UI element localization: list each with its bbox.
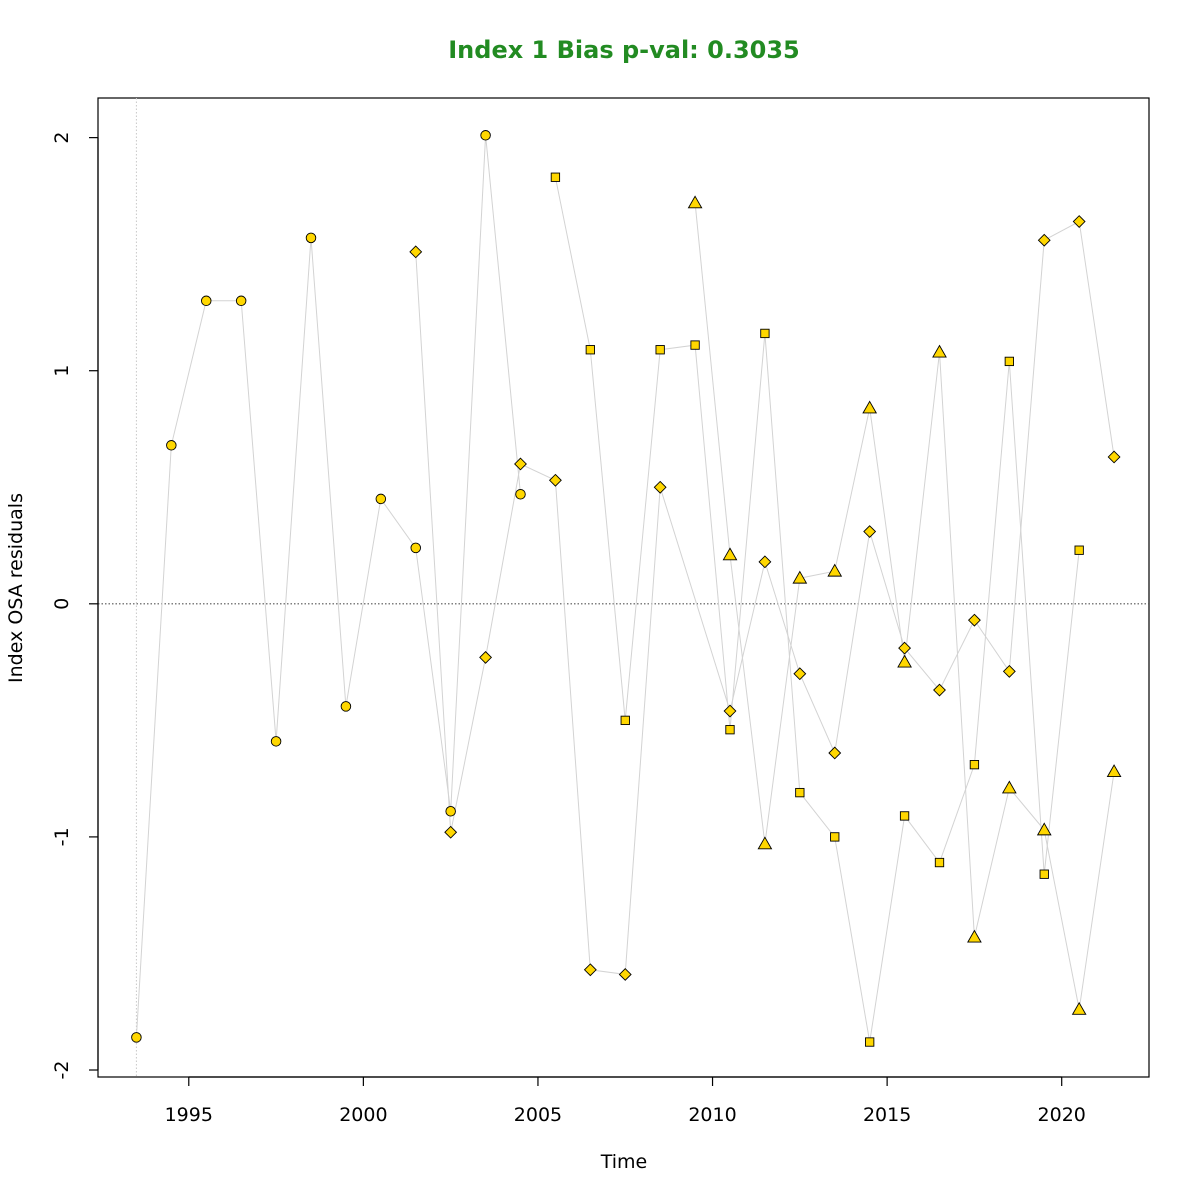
diamond-point bbox=[409, 245, 423, 259]
reference-lines bbox=[98, 98, 1149, 1077]
triangle-point bbox=[1036, 822, 1052, 836]
diamond-point bbox=[479, 650, 493, 664]
square-point bbox=[969, 760, 980, 770]
diamond-point bbox=[967, 613, 981, 627]
diamond-point bbox=[1072, 215, 1086, 228]
circle-point bbox=[340, 701, 352, 712]
x-tick-label: 2000 bbox=[339, 1104, 387, 1126]
triangle-point bbox=[862, 400, 878, 414]
circle-point bbox=[515, 489, 526, 500]
square-point bbox=[655, 345, 665, 355]
square-point bbox=[690, 340, 700, 350]
y-tick-label: 2 bbox=[51, 132, 73, 144]
diamond-point bbox=[828, 746, 842, 760]
square-point bbox=[760, 328, 770, 339]
diamond-point bbox=[863, 525, 877, 538]
triangle-point bbox=[1001, 780, 1017, 794]
square-point bbox=[830, 832, 840, 842]
triangle-point bbox=[967, 929, 982, 943]
diamond-point bbox=[898, 641, 912, 655]
y-tick-label: 1 bbox=[51, 365, 73, 377]
y-tick-label: -1 bbox=[51, 827, 73, 846]
series-line-triangle bbox=[694, 202, 1115, 1010]
triangle-point bbox=[932, 344, 947, 358]
circle-point bbox=[410, 542, 421, 554]
triangle-point bbox=[897, 654, 912, 668]
diamond-point bbox=[1107, 450, 1121, 464]
triangle-point bbox=[1106, 764, 1122, 778]
diamond-point bbox=[793, 667, 807, 681]
circle-point bbox=[166, 440, 177, 451]
circle-point bbox=[445, 806, 456, 817]
diamond-point bbox=[583, 963, 597, 977]
square-point bbox=[1004, 356, 1014, 367]
diamond-point bbox=[758, 555, 772, 569]
circle-point bbox=[235, 295, 247, 307]
square-point bbox=[1074, 545, 1084, 555]
square-point bbox=[795, 787, 805, 798]
y-tick-label: -2 bbox=[51, 1061, 73, 1080]
diamond-point bbox=[444, 825, 458, 839]
x-tick-label: 1995 bbox=[165, 1104, 213, 1126]
triangle-point bbox=[792, 570, 808, 584]
x-axis-label: Time bbox=[600, 1151, 648, 1173]
circle-point bbox=[305, 232, 317, 244]
series-line-square bbox=[554, 177, 1080, 1043]
diamond-point bbox=[514, 457, 527, 471]
series-line-circle bbox=[135, 135, 521, 1038]
square-point bbox=[1039, 869, 1049, 879]
square-point bbox=[899, 811, 910, 821]
square-point bbox=[865, 1037, 875, 1047]
diamond-point bbox=[548, 473, 562, 487]
connecting-lines bbox=[135, 135, 1115, 1043]
diamond-point bbox=[723, 704, 737, 718]
plot-frame bbox=[97, 97, 1150, 1078]
triangle-point bbox=[757, 836, 773, 850]
diamond-point bbox=[653, 480, 667, 494]
x-axis: 1995 2000 2005 2010 2015 2020 bbox=[165, 1076, 1086, 1126]
x-tick-label: 2020 bbox=[1038, 1104, 1086, 1126]
x-tick-label: 2015 bbox=[863, 1104, 911, 1126]
square-point bbox=[934, 857, 945, 868]
diamond-point bbox=[1037, 233, 1051, 247]
diamond-point bbox=[618, 968, 632, 981]
square-point bbox=[585, 345, 595, 355]
diamond-point bbox=[1002, 664, 1016, 678]
circle-point bbox=[375, 493, 387, 505]
triangle-point bbox=[722, 547, 738, 561]
series-line-diamond bbox=[415, 220, 1115, 975]
triangle-point bbox=[827, 563, 843, 577]
x-tick-label: 2010 bbox=[688, 1104, 736, 1126]
circle-point bbox=[131, 1032, 142, 1043]
data-markers bbox=[131, 130, 1122, 1047]
circle-point bbox=[270, 736, 282, 747]
y-tick-label: 0 bbox=[51, 598, 73, 610]
triangle-point bbox=[687, 195, 703, 209]
square-point bbox=[550, 172, 561, 182]
triangle-point bbox=[1071, 1001, 1087, 1015]
y-axis-label: Index OSA residuals bbox=[5, 493, 27, 683]
circle-point bbox=[480, 130, 491, 141]
x-tick-label: 2005 bbox=[514, 1104, 562, 1126]
square-point bbox=[620, 715, 630, 726]
circle-point bbox=[200, 295, 212, 307]
y-axis: -2 -1 0 1 2 bbox=[51, 132, 99, 1080]
diamond-point bbox=[933, 683, 946, 697]
square-point bbox=[725, 725, 735, 735]
chart-title: Index 1 Bias p-val: 0.3035 bbox=[448, 36, 800, 64]
